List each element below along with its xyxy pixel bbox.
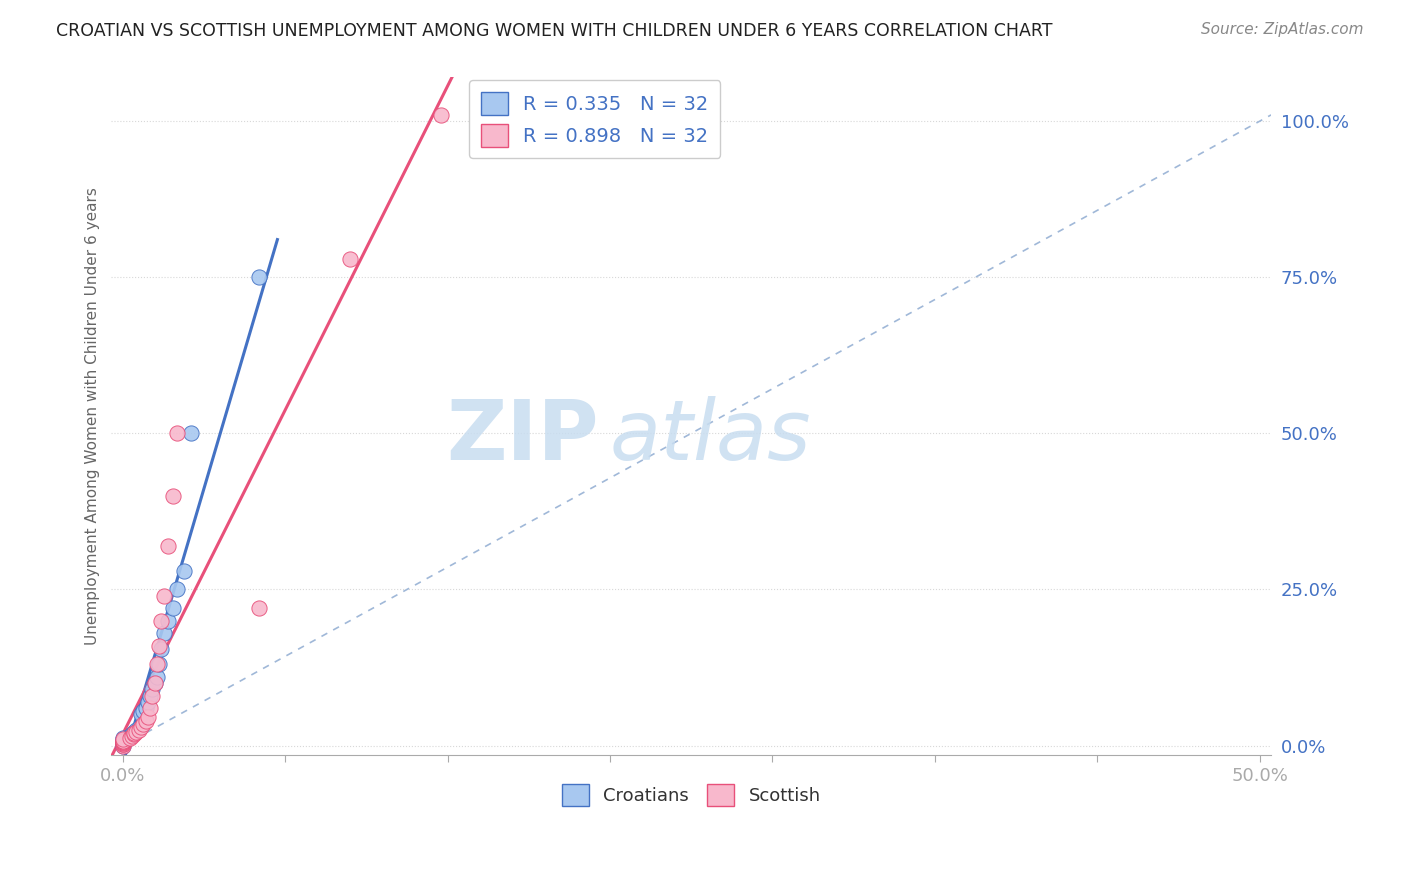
Point: [111, 733, 134, 747]
Point: [111, 734, 134, 748]
Point: [180, 426, 202, 441]
Point: [166, 426, 188, 441]
Point: [173, 564, 195, 578]
Point: [148, 657, 170, 672]
Point: [143, 676, 166, 690]
Point: [125, 724, 148, 739]
Point: [430, 108, 453, 122]
Point: [141, 682, 163, 697]
Point: [111, 739, 134, 753]
Legend: Croatians, Scottish: Croatians, Scottish: [554, 777, 828, 814]
Point: [136, 710, 159, 724]
Point: [148, 639, 170, 653]
Point: [162, 601, 184, 615]
Point: [339, 252, 361, 266]
Point: [111, 739, 134, 753]
Point: [162, 489, 184, 503]
Point: [139, 689, 162, 703]
Point: [111, 731, 134, 745]
Point: [111, 733, 134, 747]
Point: [111, 737, 134, 751]
Point: [157, 539, 180, 553]
Point: [166, 582, 188, 597]
Point: [146, 657, 169, 672]
Point: [247, 601, 270, 615]
Point: [111, 737, 134, 751]
Point: [111, 735, 134, 749]
Point: [118, 729, 141, 743]
Point: [111, 735, 134, 749]
Point: [111, 735, 134, 749]
Point: [247, 270, 270, 285]
Point: [111, 737, 134, 751]
Point: [121, 729, 143, 743]
Point: [134, 701, 156, 715]
Point: [122, 724, 145, 739]
Point: [136, 695, 159, 709]
Point: [122, 726, 145, 740]
Point: [111, 732, 134, 747]
Point: [150, 614, 173, 628]
Text: atlas: atlas: [610, 396, 811, 477]
Point: [132, 704, 155, 718]
Point: [150, 641, 173, 656]
Point: [125, 723, 148, 737]
Point: [157, 614, 180, 628]
Y-axis label: Unemployment Among Women with Children Under 6 years: Unemployment Among Women with Children U…: [86, 187, 100, 645]
Text: ZIP: ZIP: [446, 396, 599, 477]
Point: [129, 720, 152, 734]
Point: [121, 727, 143, 741]
Point: [134, 714, 156, 728]
Point: [111, 737, 134, 751]
Point: [122, 726, 145, 740]
Text: CROATIAN VS SCOTTISH UNEMPLOYMENT AMONG WOMEN WITH CHILDREN UNDER 6 YEARS CORREL: CROATIAN VS SCOTTISH UNEMPLOYMENT AMONG …: [56, 22, 1053, 40]
Point: [132, 716, 155, 731]
Point: [111, 734, 134, 748]
Point: [128, 723, 150, 737]
Point: [129, 707, 152, 722]
Point: [122, 727, 145, 741]
Point: [152, 626, 174, 640]
Point: [118, 731, 141, 745]
Point: [128, 721, 150, 735]
Point: [152, 589, 174, 603]
Point: [143, 676, 166, 690]
Point: [146, 670, 169, 684]
Text: Source: ZipAtlas.com: Source: ZipAtlas.com: [1201, 22, 1364, 37]
Point: [111, 732, 134, 747]
Point: [111, 736, 134, 750]
Point: [141, 689, 163, 703]
Point: [139, 701, 162, 715]
Point: [111, 735, 134, 749]
